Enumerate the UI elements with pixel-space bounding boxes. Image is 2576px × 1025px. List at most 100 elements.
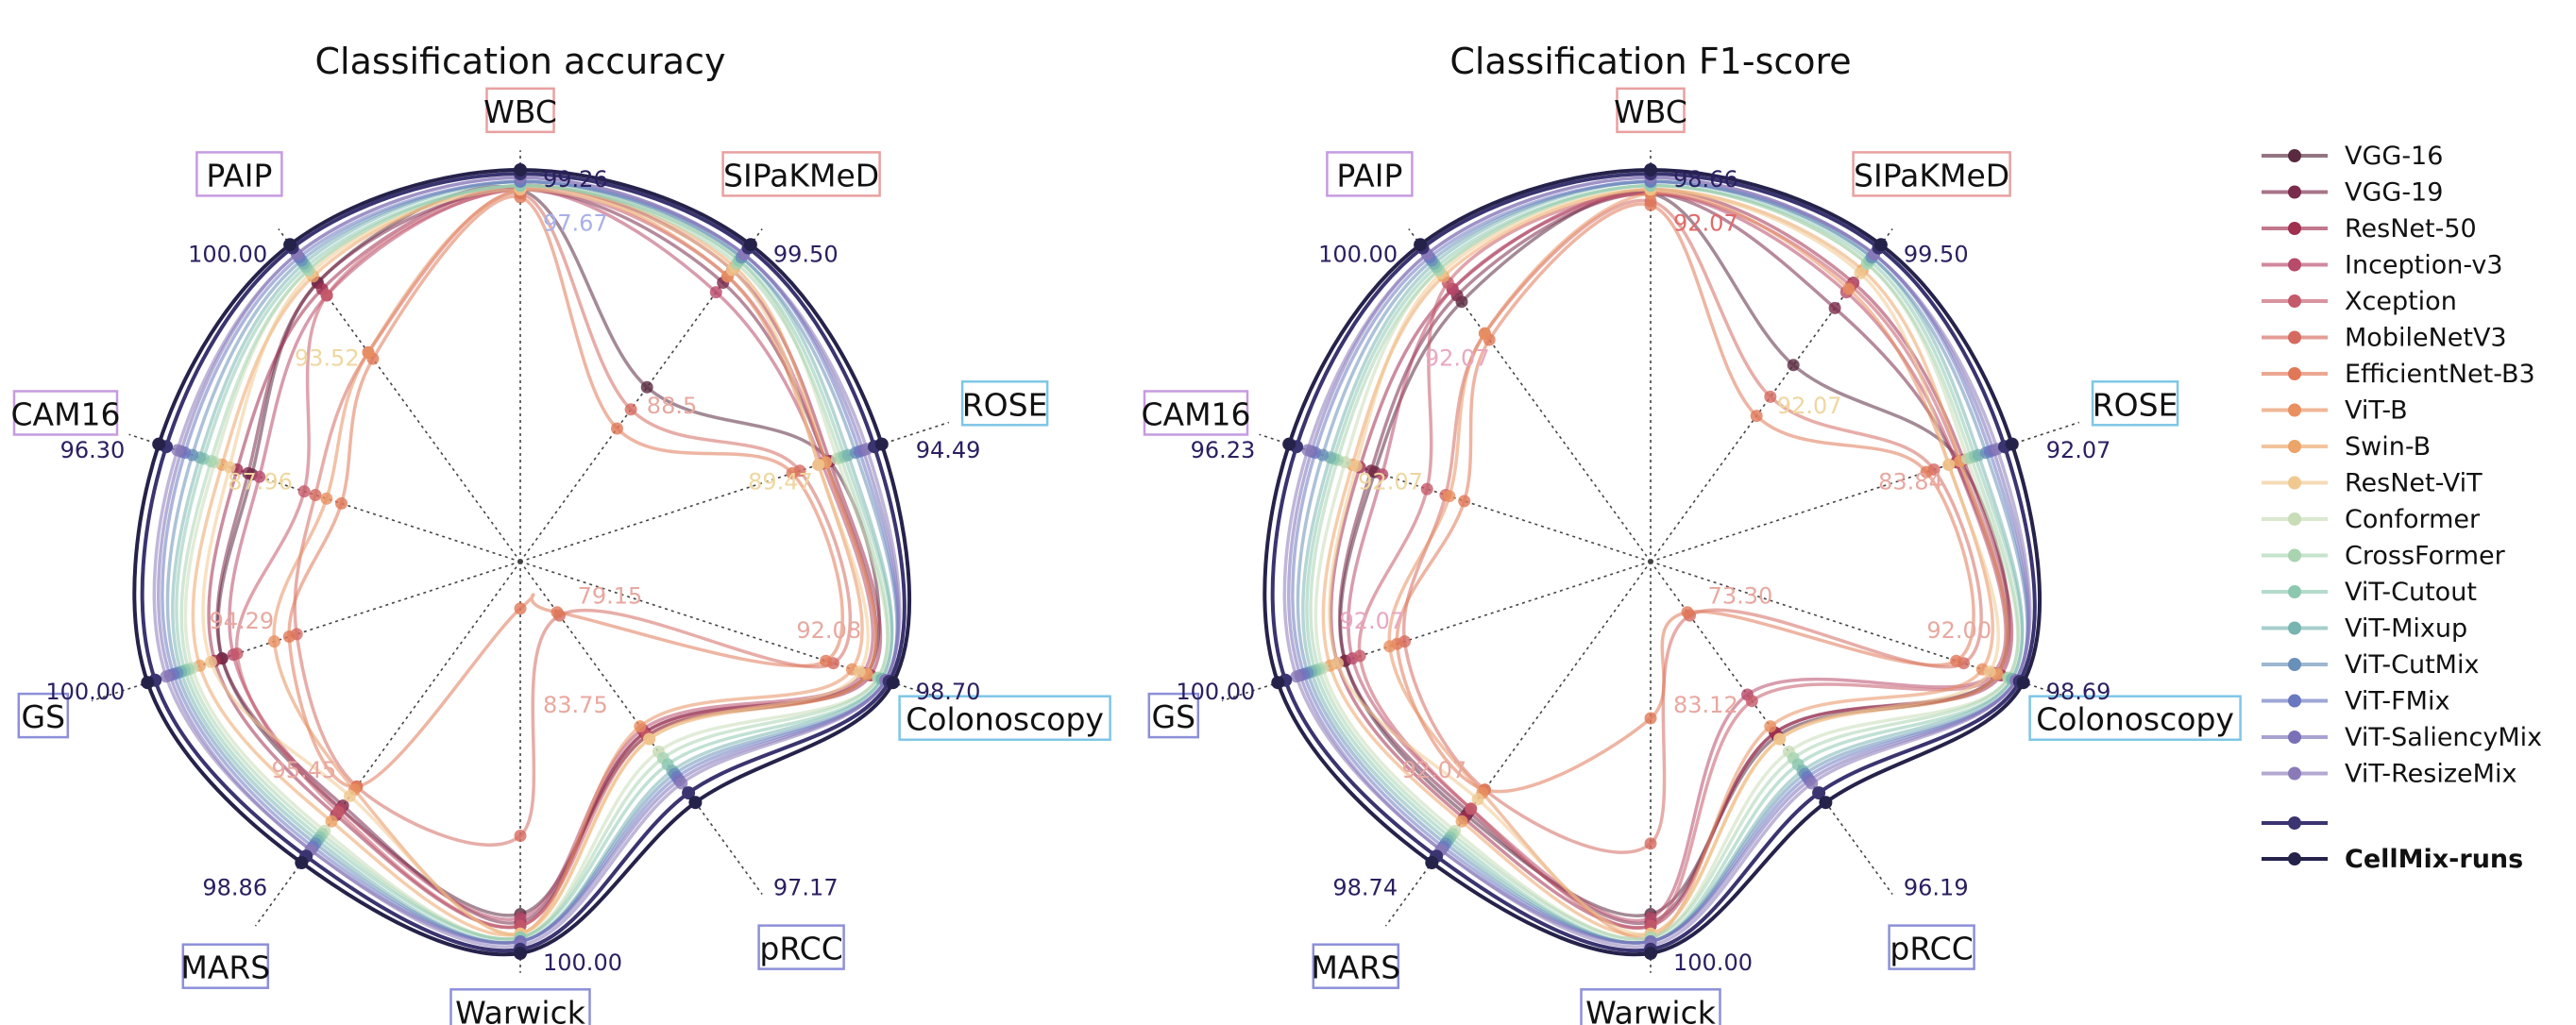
axis-label-text: Warwick: [1585, 994, 1717, 1025]
chart-title-accuracy: Classification accuracy: [315, 41, 726, 82]
legend-item: ResNet-ViT: [2262, 469, 2483, 498]
value-label-sipakmed: 99.50: [773, 241, 839, 267]
legend-item: MobileNetV3: [2262, 324, 2507, 353]
spoke-rose: [519, 421, 950, 563]
series-point-mars: [325, 815, 338, 828]
legend-label: ViT-FMix: [2345, 687, 2449, 716]
series-point-sipakmed: [624, 403, 637, 416]
series-point-prcc: [1773, 732, 1787, 746]
series-point-paip: [1414, 238, 1428, 252]
axis-label-colonoscopy: Colonoscopy: [2028, 695, 2242, 741]
legend-swatch-dot: [2288, 621, 2301, 635]
axis-label-text: CAM16: [1141, 396, 1250, 433]
spoke-colonoscopy: [519, 561, 950, 702]
series-point-prcc: [1745, 695, 1758, 708]
series-point-cam16: [297, 485, 311, 498]
series-point-mars: [295, 856, 309, 869]
series-line-cellmix-runs: [1270, 172, 2037, 953]
axis-label-cam16: CAM16: [1141, 390, 1251, 436]
series-point-colonoscopy: [2016, 676, 2030, 690]
series-point-cam16: [1349, 460, 1363, 473]
legend-item: ViT-SaliencyMix: [2262, 723, 2542, 752]
series-point-rose: [1920, 465, 1933, 479]
value-label-mars: 98.74: [1332, 875, 1398, 901]
value-label-wbc: 99.26: [543, 166, 608, 193]
value-label-prcc: 96.19: [1904, 875, 1969, 901]
axis-label-box: [1580, 988, 1721, 1025]
legend-item: Inception-v3: [2262, 251, 2503, 280]
legend-swatch-dot: [2288, 367, 2301, 380]
legend-label: CellMix-runs: [2345, 845, 2523, 874]
value-label-colonoscopy: 92.00: [1926, 617, 1991, 644]
series-point-sipakmed: [611, 422, 623, 435]
series-point-sipakmed: [1764, 390, 1777, 403]
series-point-paip: [320, 289, 333, 302]
value-label-rose: 94.49: [916, 437, 981, 463]
axis-label-text: Colonoscopy: [2036, 701, 2234, 738]
series-point-rose: [786, 466, 799, 479]
series-line-xception: [234, 187, 878, 930]
legend-swatch-dot: [2288, 330, 2301, 344]
value-label-prcc: 97.17: [773, 875, 839, 901]
legend-label: CrossFormer: [2345, 542, 2506, 571]
series-point-warwick: [514, 602, 527, 615]
value-label-wbc: 98.66: [1673, 166, 1738, 193]
series-line-inception-v3: [1347, 192, 2008, 923]
axis-label-box: [757, 924, 845, 970]
axis-label-prcc: pRCC: [1888, 924, 1975, 970]
legend-swatch-dot: [2288, 694, 2301, 708]
axis-label-sipakmed: SIPaKMeD: [1852, 151, 2011, 197]
value-label-warwick: 83.75: [543, 692, 608, 718]
series-point-wbc: [514, 163, 527, 176]
legend-item: [2262, 816, 2328, 830]
legend-item: ViT-Cutout: [2262, 578, 2477, 607]
series-point-prcc: [634, 720, 647, 733]
axis-label-box: [181, 943, 270, 989]
axis-label-mars: MARS: [180, 943, 270, 989]
legend-item: ViT-B: [2262, 396, 2408, 426]
axis-label-box: [721, 151, 881, 197]
legend-label: ViT-SaliencyMix: [2345, 723, 2542, 752]
series-point-prcc: [1805, 777, 1819, 790]
legend-label: ViT-B: [2345, 396, 2408, 426]
value-label-warwick: 100.00: [543, 949, 622, 976]
legend-swatch-dot: [2288, 852, 2301, 865]
legend-swatch-dot: [2288, 403, 2301, 417]
value-label-colonoscopy: 98.70: [916, 679, 981, 705]
axis-label-gs: GS: [1147, 692, 1200, 739]
legend-swatch-dot: [2288, 222, 2301, 235]
series-line-xception: [1357, 192, 2011, 931]
legend-swatch-dot: [2288, 440, 2301, 453]
value-label-sipakmed: 88.5: [647, 393, 697, 419]
series-point-mars: [1471, 793, 1484, 806]
series-point-cam16: [1420, 482, 1433, 496]
axis-label-box: [1312, 943, 1400, 989]
value-label-rose: 89.47: [748, 469, 813, 496]
legend-label: EfficientNet-B3: [2345, 360, 2535, 389]
series-point-gs: [1271, 676, 1285, 690]
legend-swatch-dot: [2288, 731, 2301, 744]
legend-item: VGG-16: [2262, 142, 2443, 171]
series-point-paip: [283, 238, 297, 252]
series-point-colonoscopy: [1983, 665, 1996, 679]
axis-label-prcc: pRCC: [757, 924, 845, 970]
series-point-sipakmed: [1787, 359, 1800, 372]
axis-label-box: [1852, 151, 2011, 197]
legend-label: ResNet-50: [2345, 214, 2477, 244]
legend-label: VGG-19: [2345, 178, 2443, 208]
legend-label: ResNet-ViT: [2345, 469, 2483, 498]
axis-label-box: [2091, 380, 2179, 427]
spoke-rose: [1650, 421, 2080, 563]
series-point-cam16: [1364, 464, 1378, 478]
series-line-vit-resizemix: [152, 176, 902, 949]
series-point-paip: [1478, 327, 1491, 340]
axis-label-text: SIPaKMeD: [723, 157, 879, 193]
series-point-sipakmed: [1854, 267, 1867, 279]
legend-swatch-dot: [2288, 294, 2301, 308]
series-point-cam16: [309, 489, 322, 501]
value-label-colonoscopy: 92.08: [796, 617, 861, 644]
axis-label-text: pRCC: [759, 931, 842, 967]
series-line-vgg-16: [216, 184, 881, 917]
series-point-mars: [1455, 815, 1468, 828]
value-label-paip: 93.52: [295, 345, 360, 372]
